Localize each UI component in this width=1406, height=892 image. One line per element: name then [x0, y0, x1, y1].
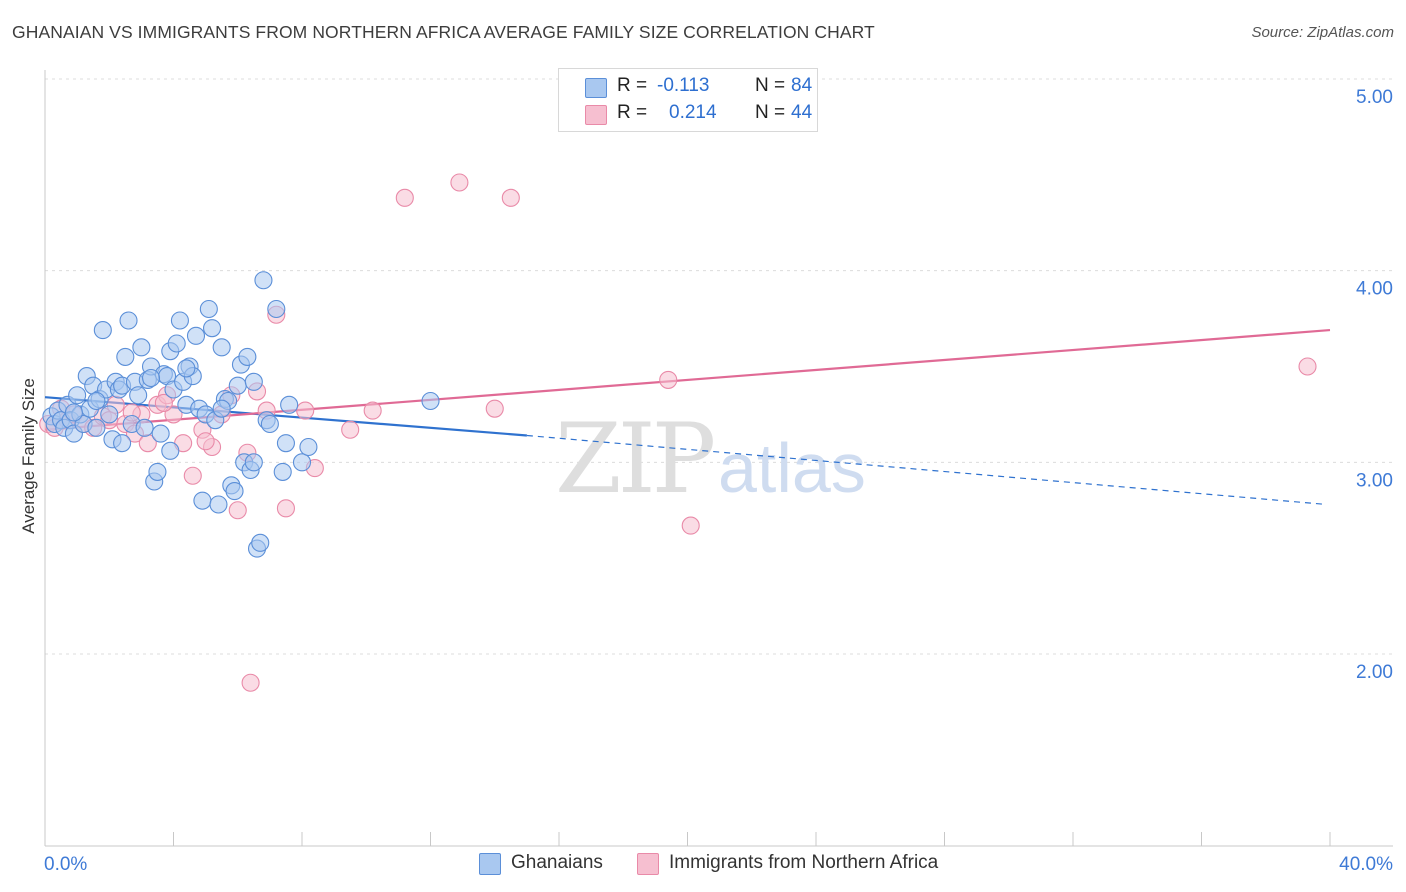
- data-point-immigrants: [681, 516, 700, 535]
- data-point-ghanaians: [141, 368, 161, 388]
- data-point-ghanaians: [87, 418, 106, 437]
- watermark-atlas: atlas: [718, 429, 866, 507]
- data-point-immigrants: [276, 499, 295, 518]
- data-point-ghanaians: [260, 414, 279, 434]
- data-point-ghanaians: [209, 495, 228, 514]
- data-point-immigrants: [485, 399, 504, 418]
- data-point-ghanaians: [135, 418, 154, 437]
- n-value: 44: [791, 102, 813, 123]
- data-point-immigrants: [1298, 357, 1317, 376]
- x-tick-label: 40.0%: [1339, 854, 1393, 875]
- data-points: [39, 173, 1317, 692]
- data-point-ghanaians: [267, 299, 286, 319]
- data-point-ghanaians: [64, 403, 83, 422]
- data-point-immigrants: [154, 393, 173, 412]
- data-point-ghanaians: [100, 405, 119, 424]
- data-point-ghanaians: [251, 533, 270, 552]
- data-point-ghanaians: [87, 391, 106, 411]
- y-axis-label: Average Family Size: [19, 378, 38, 534]
- data-point-immigrants: [241, 673, 260, 692]
- data-point-ghanaians: [193, 491, 212, 510]
- data-point-ghanaians: [186, 326, 206, 345]
- x-tick-label: 0.0%: [44, 854, 87, 875]
- data-point-ghanaians: [203, 319, 222, 338]
- watermark: ZIP atlas: [555, 403, 866, 515]
- data-point-ghanaians: [212, 338, 231, 357]
- y-tick-label: 2.00: [1356, 662, 1393, 683]
- data-point-immigrants: [196, 432, 215, 451]
- stats-swatch-pink: [585, 105, 607, 125]
- y-tick-label: 4.00: [1356, 279, 1393, 300]
- legend-label: Immigrants from Northern Africa: [669, 852, 939, 873]
- data-point-ghanaians: [276, 434, 295, 453]
- data-point-ghanaians: [167, 334, 186, 353]
- data-point-ghanaians: [113, 434, 132, 453]
- watermark-zip: ZIP: [555, 403, 714, 515]
- data-point-immigrants: [228, 501, 247, 520]
- legend-swatch-blue: [479, 853, 501, 875]
- data-point-ghanaians: [244, 453, 263, 472]
- data-point-ghanaians: [161, 441, 180, 460]
- data-point-ghanaians: [244, 372, 263, 391]
- legend-label: Ghanaians: [511, 852, 603, 873]
- source-label: Source: ZipAtlas.com: [1251, 24, 1394, 41]
- axis-labels: 2.00 3.00 4.00 5.00 0.0% 40.0% Average Family …: [19, 87, 1393, 875]
- n-value: 84: [791, 75, 813, 96]
- data-point-ghanaians: [254, 271, 273, 290]
- data-point-ghanaians: [116, 347, 135, 366]
- data-point-immigrants: [501, 188, 520, 207]
- data-point-ghanaians: [177, 359, 196, 378]
- axes: [44, 70, 1393, 847]
- data-point-ghanaians: [93, 321, 112, 340]
- data-point-ghanaians: [421, 391, 440, 411]
- data-point-ghanaians: [132, 338, 151, 357]
- data-point-immigrants: [659, 370, 678, 389]
- legend-swatch-pink: [637, 853, 659, 875]
- data-point-ghanaians: [292, 453, 312, 472]
- data-point-immigrants: [395, 188, 414, 207]
- data-point-ghanaians: [151, 424, 170, 443]
- data-point-ghanaians: [273, 462, 292, 481]
- n-label: N =: [755, 102, 786, 123]
- data-point-ghanaians: [170, 311, 189, 330]
- data-point-ghanaians: [129, 386, 148, 405]
- stats-box: R = -0.113 N = 84 R = 0.214 N = 44: [558, 68, 818, 132]
- y-tick-label: 3.00: [1356, 470, 1393, 491]
- data-point-immigrants: [296, 401, 315, 420]
- y-tick-label: 5.00: [1356, 87, 1393, 108]
- trend-line-ghanaians-extension: [526, 434, 1327, 506]
- data-point-ghanaians: [148, 462, 167, 481]
- data-point-ghanaians: [68, 386, 87, 405]
- r-label: R =: [617, 102, 648, 123]
- stats-swatch-blue: [585, 78, 607, 98]
- data-point-immigrants: [363, 401, 382, 420]
- data-point-ghanaians: [228, 376, 247, 395]
- data-point-ghanaians: [119, 311, 138, 330]
- chart-title: GHANAIAN VS IMMIGRANTS FROM NORTHERN AFR…: [12, 22, 875, 42]
- data-point-ghanaians: [225, 482, 244, 501]
- data-point-ghanaians: [280, 395, 299, 414]
- r-value: 0.214: [669, 102, 717, 123]
- data-point-ghanaians: [299, 437, 318, 457]
- data-point-ghanaians: [212, 399, 231, 418]
- data-point-ghanaians: [199, 299, 218, 319]
- data-point-immigrants: [183, 466, 202, 485]
- data-point-immigrants: [341, 420, 360, 439]
- trend-line-ghanaians: [44, 396, 527, 437]
- r-value: -0.113: [657, 75, 710, 96]
- data-point-ghanaians: [238, 347, 257, 366]
- data-point-immigrants: [450, 173, 469, 192]
- n-label: N =: [755, 75, 786, 96]
- r-label: R =: [617, 75, 648, 96]
